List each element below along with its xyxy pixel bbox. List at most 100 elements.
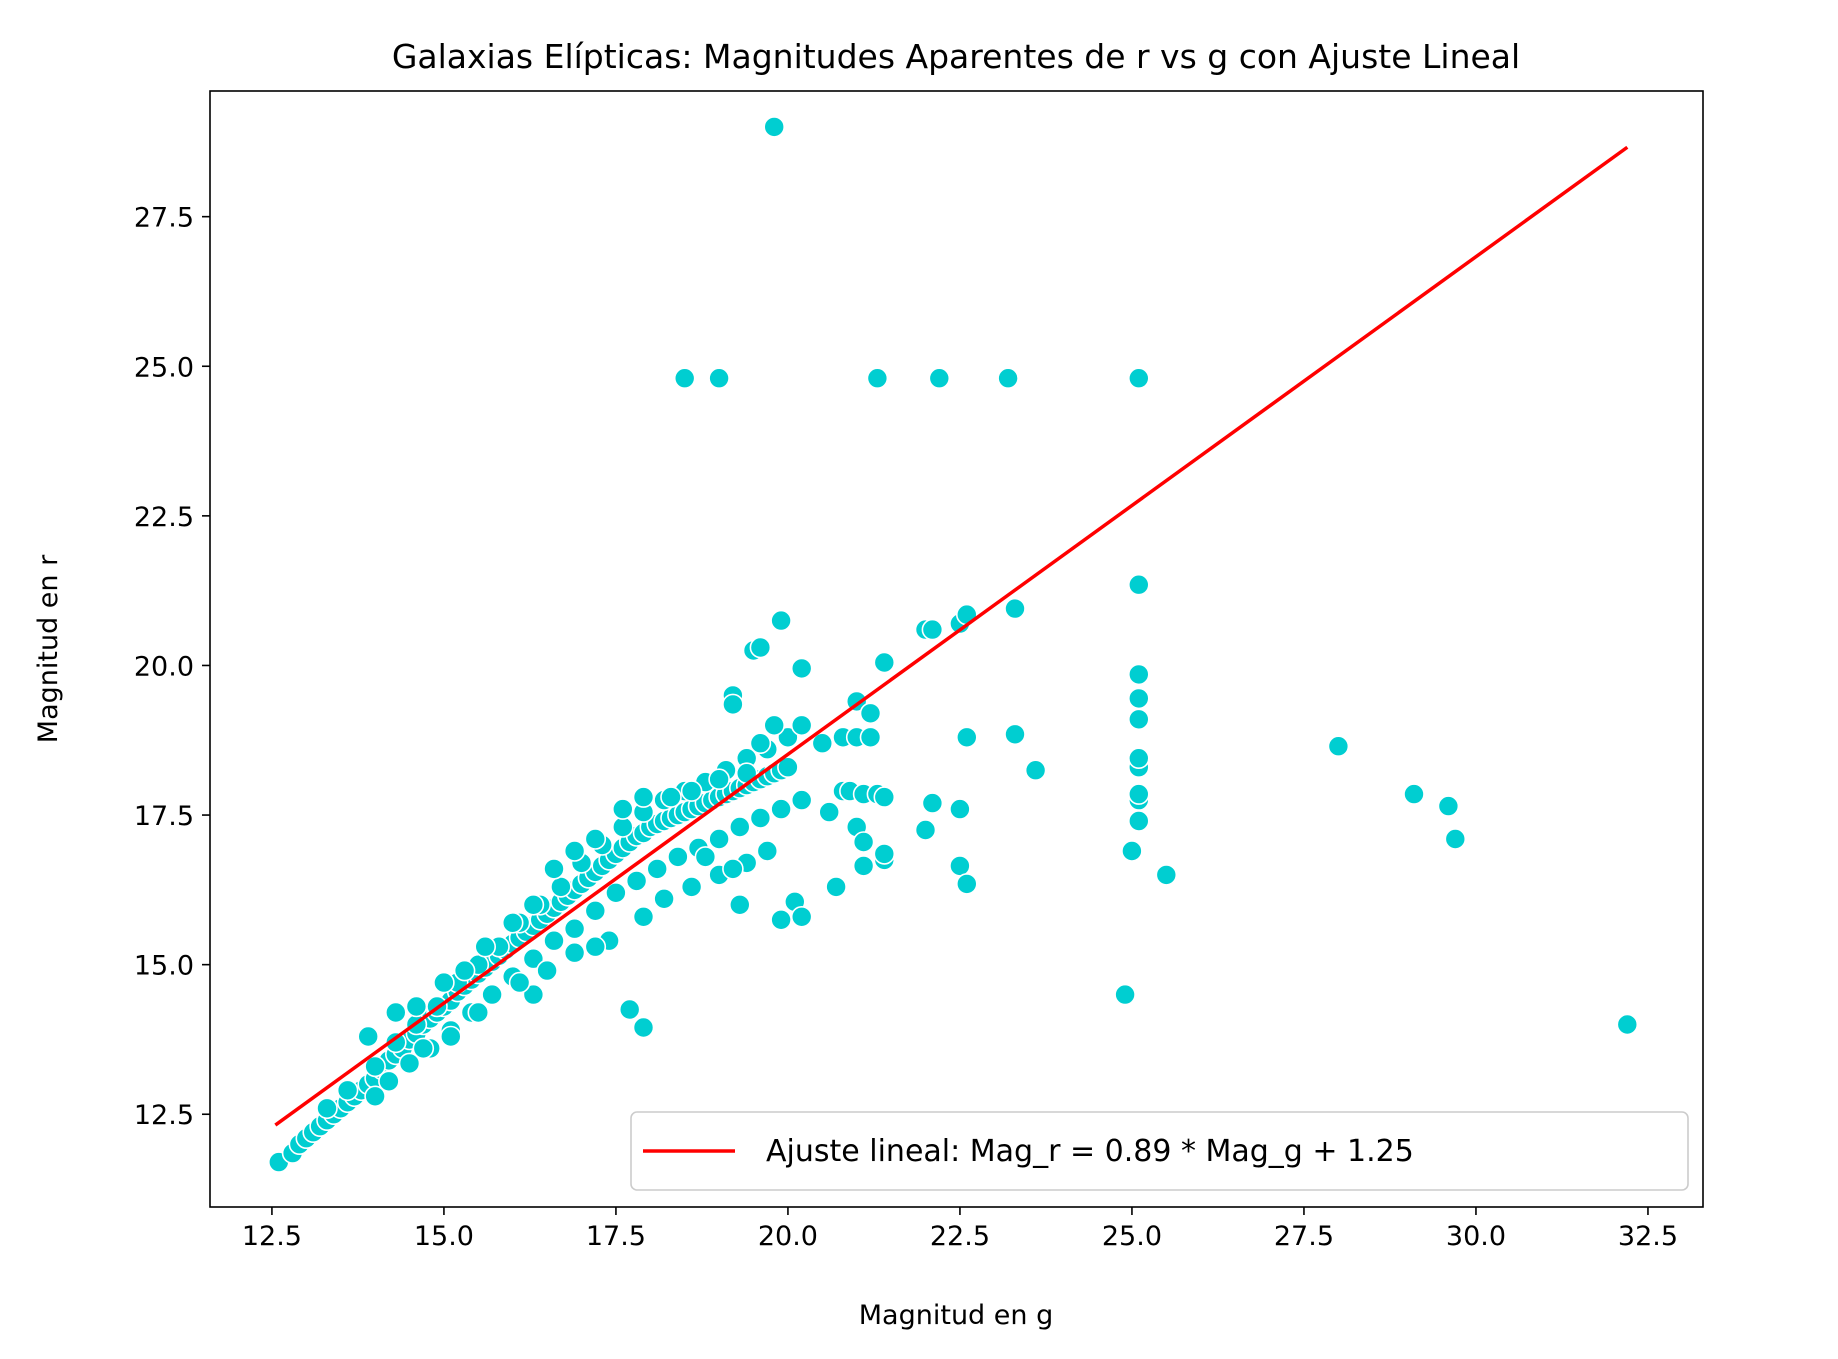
scatter-point [398,1052,421,1075]
scatter-point [364,1085,386,1108]
scatter-point [763,116,786,138]
scatter-point [336,1079,359,1102]
y-tick-label: 20.0 [134,651,194,682]
scatter-point [859,702,882,725]
scatter-point [508,971,531,994]
scatter-point [818,801,841,823]
scatter-point [694,846,717,868]
scatter-point [928,367,951,390]
scatter-point [467,1001,490,1024]
scatter-point [749,732,772,755]
y-tick-label: 25.0 [134,352,194,383]
scatter-point [563,840,586,862]
scatter-point [949,855,971,877]
scatter-point [873,843,896,865]
scatter-point [667,846,689,868]
plot-frame [209,90,1704,1208]
scatter-point [378,1070,400,1093]
scatter-point [673,367,696,390]
scatter-point [949,798,971,820]
scatter-point [1437,795,1460,817]
scatter-point [955,726,978,749]
scatter-point [873,786,896,808]
scatter-point [584,899,607,922]
x-tick-label: 25.0 [1102,1221,1162,1252]
scatter-point [680,780,703,802]
scatter-point [584,828,607,850]
scatter-point [1128,573,1150,596]
scatter-point [1128,783,1150,805]
scatter-point [921,618,944,641]
scatter-point [708,768,730,791]
scatter-point [1024,759,1047,782]
scatter-point [618,998,641,1021]
scatter-point [790,657,813,680]
scatter-point [708,828,730,850]
scatter-point [625,870,648,892]
x-tick-label: 15.0 [414,1221,474,1252]
scatter-point [543,858,565,880]
scatter-point [722,858,744,880]
legend-box [630,1111,1689,1191]
scatter-point [770,798,792,820]
scatter-point [811,732,834,755]
scatter-point [550,876,572,898]
scatter-point [873,651,896,674]
scatter-point [1114,983,1136,1006]
scatter-point [680,876,703,898]
scatter-point [1155,864,1178,886]
scatter-point [632,1016,655,1039]
scatter-point [543,929,565,952]
scatter-point [1128,663,1150,686]
scatter-point [611,816,634,838]
y-tick-label: 17.5 [134,801,194,832]
scatter-point [433,971,455,994]
y-tick-label: 27.5 [134,203,194,234]
scatter-point [866,367,889,390]
scatter-point [584,935,607,958]
scatter-point [763,714,786,737]
x-axis-label: Magnitud en g [859,1300,1053,1331]
scatter-point [316,1097,338,1120]
plot-area [267,116,1639,1173]
scatter-point [1327,735,1350,758]
y-axis-ticks: 12.5 15.0 17.5 20.0 22.5 25.0 27.5 [134,203,210,1131]
x-axis-ticks: 12.5 15.0 17.5 20.0 22.5 25.0 27.5 30.0 32.5 [242,1207,1678,1252]
scatter-point [501,911,524,934]
legend: Ajuste lineal: Mag_r = 0.89 * Mag_g + 1.… [630,1111,1689,1191]
scatter-point [384,1001,407,1024]
x-tick-label: 30.0 [1446,1221,1506,1252]
scatter-point [1004,597,1026,620]
scatter-point [563,917,586,940]
scatter-point [1004,723,1026,746]
y-tick-label: 22.5 [134,502,194,533]
x-tick-label: 32.5 [1618,1221,1678,1252]
scatter-point [1128,747,1150,770]
scatter-point [481,983,503,1006]
scatter-point [852,855,875,877]
x-tick-label: 12.5 [242,1221,302,1252]
scatter-point [852,831,875,853]
scatter-point [364,1055,386,1078]
scatter-point [1403,783,1425,805]
scatter-point [1616,1013,1639,1036]
scatter-point [790,714,813,737]
scatter-point [384,1031,407,1054]
scatter-point [563,941,586,964]
scatter-point [756,840,779,862]
scatter-point [632,905,655,928]
scatter-point [790,789,813,811]
scatter-point [914,819,937,841]
scatter-point [777,756,799,779]
scatter-point [921,792,944,814]
scatter-point [859,726,882,749]
scatter-point [357,1025,380,1048]
scatter-point [777,726,799,749]
scatter-point [749,636,772,659]
scatter-point [1128,687,1150,710]
x-tick-label: 22.5 [930,1221,990,1252]
y-tick-label: 15.0 [134,951,194,982]
scatter-point [439,1025,462,1048]
scatter-point [722,693,744,716]
